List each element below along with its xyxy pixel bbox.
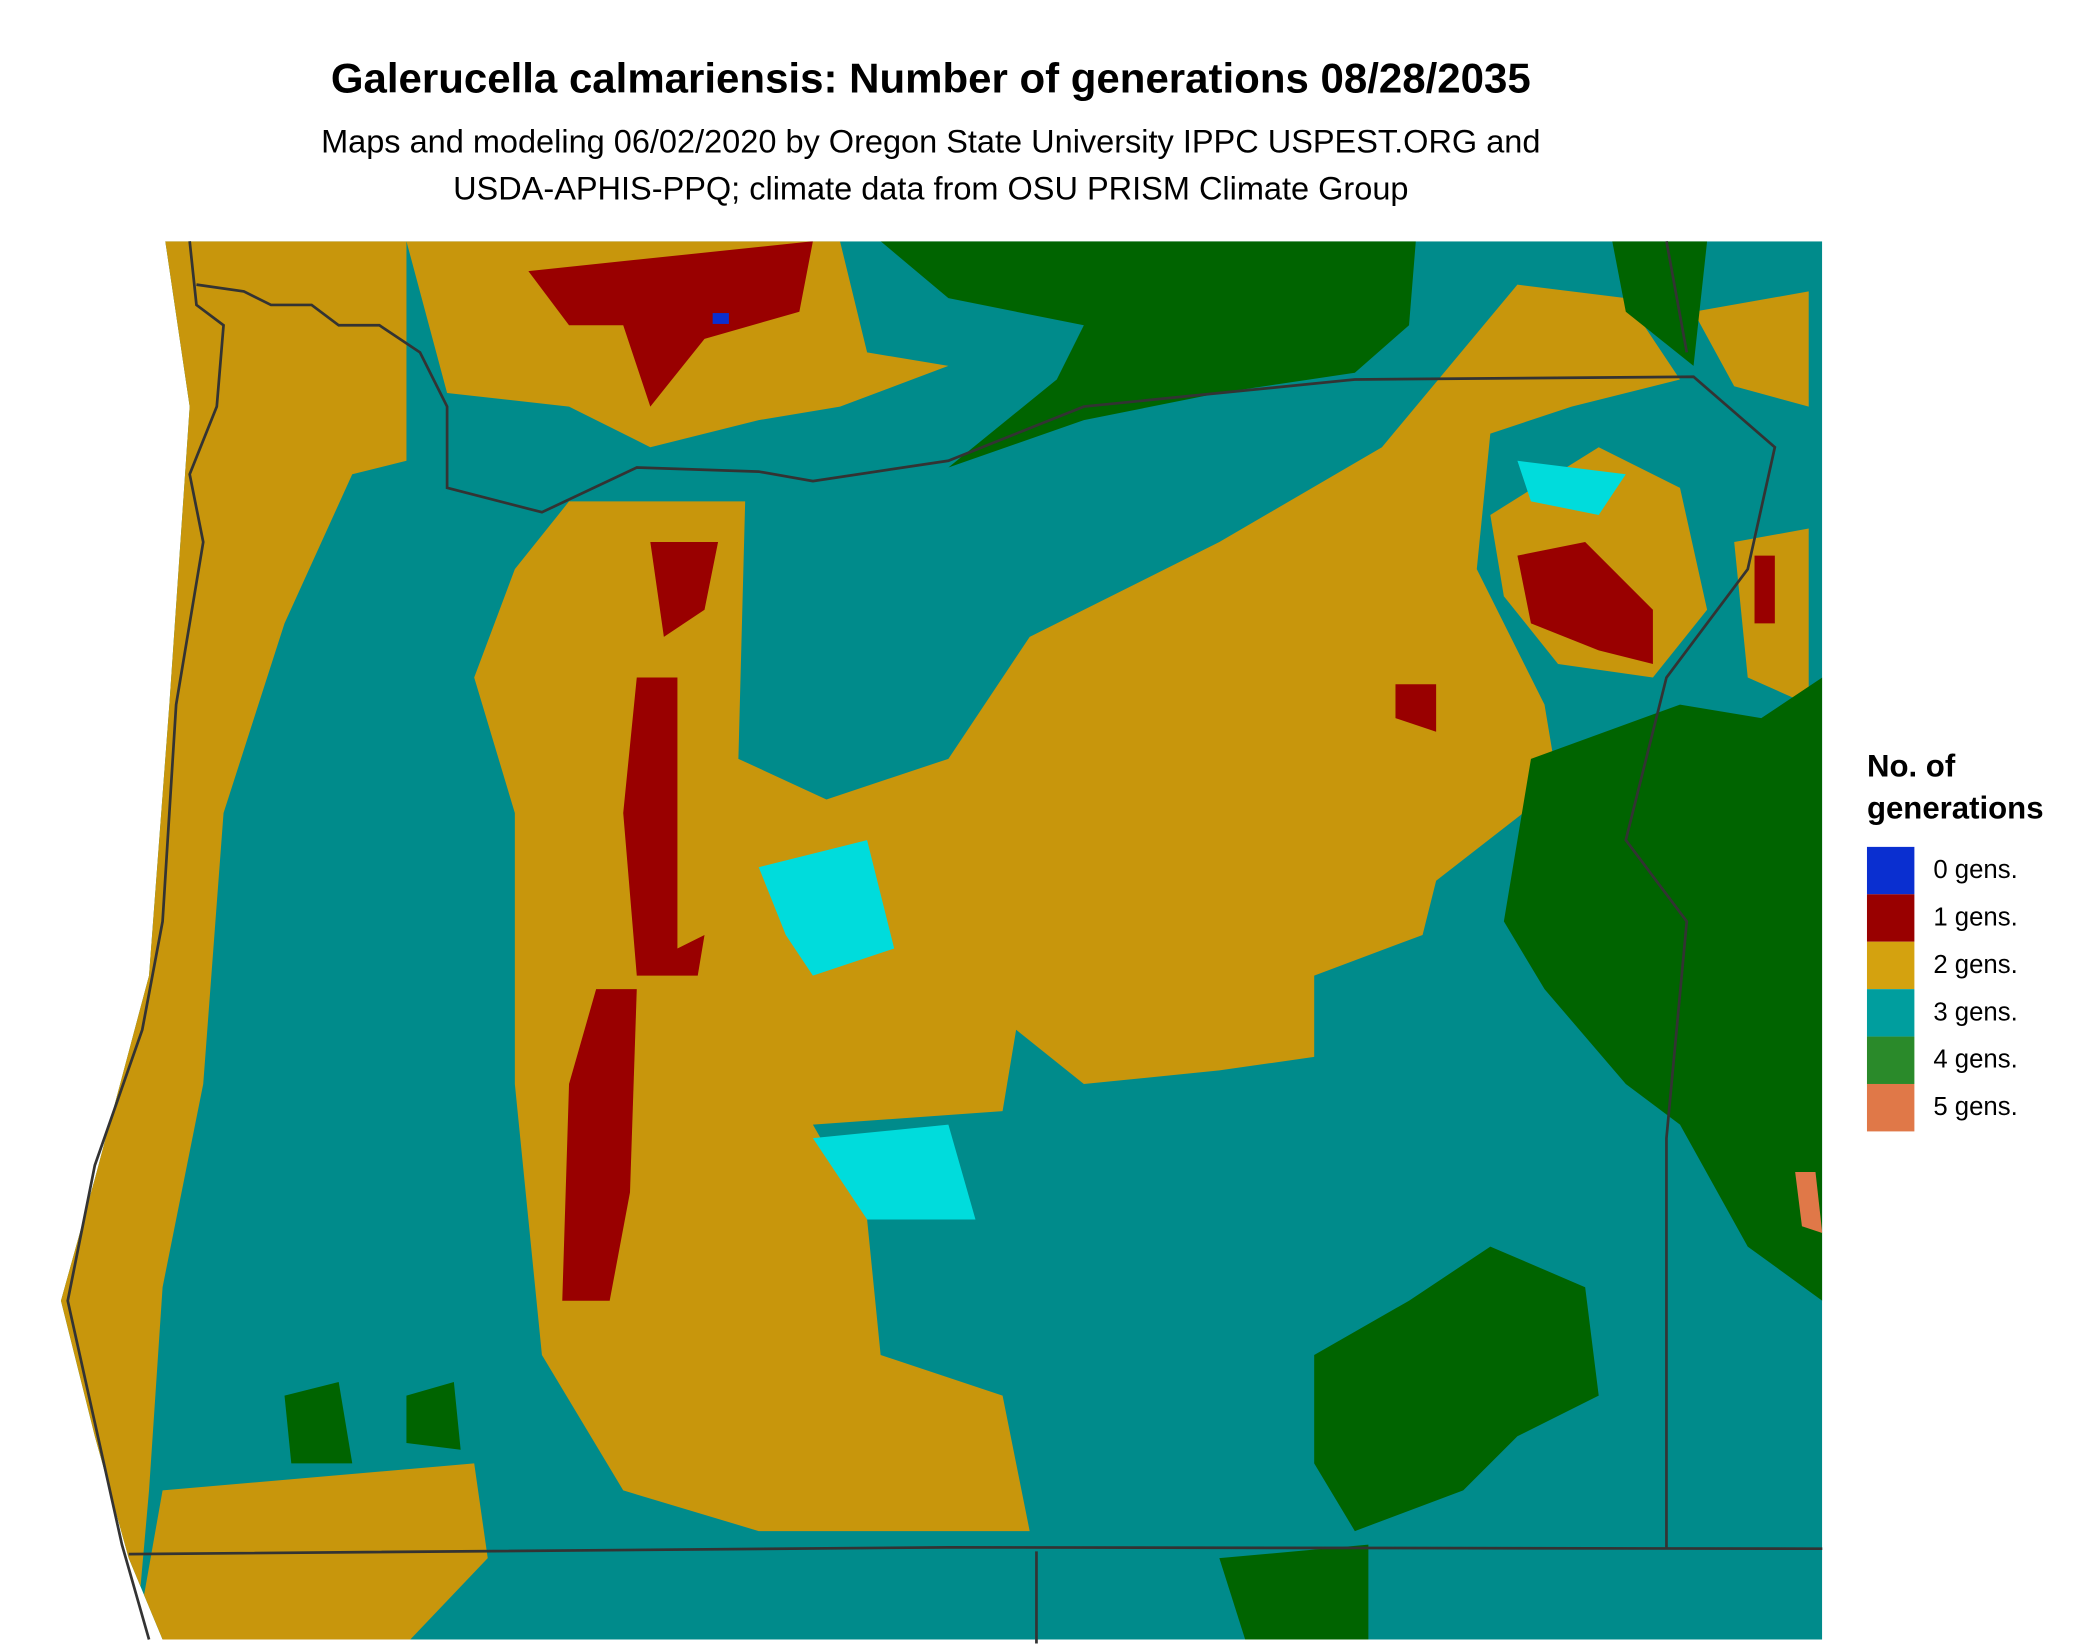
legend-label: 3 gens. <box>1933 998 2017 1026</box>
legend-swatch <box>1866 941 1915 990</box>
legend-label: 5 gens. <box>1933 1093 2017 1121</box>
map-subtitle: USDA-APHIS-PPQ; climate data from OSU PR… <box>453 171 1408 207</box>
map-raster <box>60 241 1823 1640</box>
legend-swatch <box>1866 894 1915 942</box>
legend-label: 4 gens. <box>1933 1046 2017 1074</box>
legend-label: 0 gens. <box>1933 856 2017 884</box>
legend: 0 gens. 1 gens. 2 gens. 3 gens. 4 gens. 5 gen… <box>1866 846 2018 1132</box>
legend-label: 2 gens. <box>1933 951 2017 979</box>
legend-swatch <box>1866 989 1915 1037</box>
legend-label: 1 gens. <box>1933 903 2017 931</box>
map-title: Galerucella calmariensis: Number of gene… <box>331 54 1531 101</box>
legend-title: No. of <box>1867 749 1956 784</box>
boundaries <box>66 241 1823 1644</box>
legend-swatch <box>1866 1083 1915 1132</box>
map-subtitle: Maps and modeling 06/02/2020 by Oregon S… <box>321 123 1540 159</box>
legend-swatch <box>1866 846 1915 895</box>
legend-swatch <box>1866 1036 1915 1084</box>
legend-title: generations <box>1867 791 2044 826</box>
